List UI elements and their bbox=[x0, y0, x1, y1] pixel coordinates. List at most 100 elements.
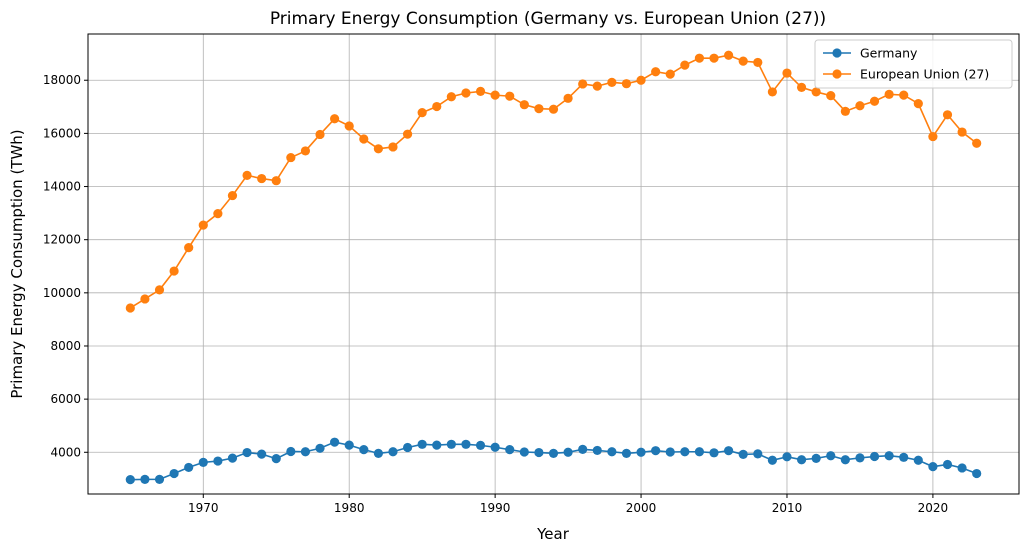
data-point-germany bbox=[724, 446, 734, 456]
data-point-european-union-27 bbox=[957, 127, 967, 137]
data-point-european-union-27 bbox=[709, 53, 719, 63]
grid bbox=[88, 34, 1019, 494]
data-point-european-union-27 bbox=[388, 142, 398, 152]
data-point-germany bbox=[826, 451, 836, 461]
data-point-germany bbox=[636, 447, 646, 457]
data-point-european-union-27 bbox=[753, 57, 763, 68]
legend-box bbox=[814, 39, 1013, 89]
data-point-european-union-27 bbox=[621, 79, 632, 89]
x-axis-label: Year bbox=[536, 525, 570, 543]
data-point-germany bbox=[884, 451, 894, 461]
data-point-germany bbox=[607, 447, 617, 457]
data-point-european-union-27 bbox=[505, 91, 515, 101]
data-point-germany bbox=[869, 451, 880, 462]
x-tick-label: 1970 bbox=[188, 501, 219, 515]
data-point-germany bbox=[344, 440, 354, 450]
data-point-european-union-27 bbox=[344, 121, 354, 131]
data-point-european-union-27 bbox=[680, 60, 690, 70]
data-point-european-union-27 bbox=[972, 138, 982, 148]
data-point-european-union-27 bbox=[154, 285, 165, 295]
data-point-germany bbox=[271, 454, 281, 464]
data-point-germany bbox=[957, 463, 967, 473]
data-point-european-union-27 bbox=[140, 294, 150, 304]
y-tick-label: 12000 bbox=[43, 233, 81, 247]
legend-item-european-union-27: European Union (27) bbox=[823, 67, 989, 82]
data-point-germany bbox=[592, 445, 602, 456]
legend-swatch-marker bbox=[832, 69, 842, 79]
data-point-germany bbox=[446, 439, 456, 449]
data-point-european-union-27 bbox=[300, 146, 311, 156]
data-point-germany bbox=[490, 442, 500, 452]
legend-swatch-marker bbox=[832, 48, 842, 58]
data-point-germany bbox=[257, 449, 267, 459]
y-tick-label: 4000 bbox=[50, 445, 81, 459]
data-point-germany bbox=[198, 457, 208, 467]
series-layer bbox=[125, 50, 982, 485]
data-point-european-union-27 bbox=[330, 114, 340, 124]
x-tick-label: 1980 bbox=[334, 501, 365, 515]
data-point-european-union-27 bbox=[884, 89, 894, 99]
data-point-european-union-27 bbox=[913, 99, 923, 109]
data-point-european-union-27 bbox=[724, 50, 734, 60]
data-point-european-union-27 bbox=[869, 96, 880, 106]
data-point-germany bbox=[286, 446, 296, 457]
data-point-european-union-27 bbox=[665, 69, 675, 79]
data-point-germany bbox=[417, 439, 427, 449]
data-point-germany bbox=[125, 475, 135, 485]
data-point-germany bbox=[184, 462, 194, 473]
data-point-european-union-27 bbox=[782, 68, 792, 78]
data-point-european-union-27 bbox=[607, 77, 617, 87]
data-point-germany bbox=[578, 444, 588, 454]
data-point-germany bbox=[563, 447, 573, 457]
legend: Germany European Union (27) bbox=[814, 39, 1013, 89]
data-point-european-union-27 bbox=[359, 134, 369, 144]
data-point-germany bbox=[782, 452, 792, 462]
y-tick-label: 10000 bbox=[43, 286, 81, 300]
data-point-european-union-27 bbox=[899, 90, 909, 100]
data-point-germany bbox=[811, 453, 821, 463]
data-point-european-union-27 bbox=[592, 81, 602, 91]
data-point-european-union-27 bbox=[694, 53, 705, 63]
data-point-european-union-27 bbox=[942, 110, 953, 120]
legend-label: European Union (27) bbox=[860, 67, 989, 82]
data-point-germany bbox=[388, 447, 398, 457]
series-line-european-union-27 bbox=[129, 54, 978, 309]
data-point-germany bbox=[300, 447, 311, 457]
data-point-germany bbox=[242, 447, 252, 458]
x-tick-label: 2000 bbox=[626, 501, 657, 515]
data-point-germany bbox=[330, 437, 340, 447]
data-point-european-union-27 bbox=[432, 101, 442, 112]
data-point-european-union-27 bbox=[402, 129, 413, 139]
y-tick-label: 6000 bbox=[50, 392, 81, 406]
data-point-germany bbox=[402, 442, 413, 453]
data-point-germany bbox=[505, 445, 515, 455]
data-point-germany bbox=[738, 449, 748, 459]
data-point-germany bbox=[359, 445, 369, 455]
data-point-germany bbox=[796, 455, 807, 465]
data-point-germany bbox=[855, 453, 865, 463]
data-point-european-union-27 bbox=[548, 104, 559, 114]
data-point-european-union-27 bbox=[213, 209, 223, 219]
data-point-european-union-27 bbox=[928, 131, 938, 142]
data-point-european-union-27 bbox=[826, 91, 836, 101]
data-point-germany bbox=[928, 462, 938, 472]
data-point-european-union-27 bbox=[417, 108, 427, 118]
legend-label: Germany bbox=[860, 46, 918, 61]
data-point-european-union-27 bbox=[271, 176, 281, 186]
legend-item-germany: Germany bbox=[823, 46, 918, 61]
x-tick-label: 2020 bbox=[918, 501, 949, 515]
data-point-european-union-27 bbox=[840, 106, 850, 116]
data-point-european-union-27 bbox=[475, 86, 486, 96]
data-point-germany bbox=[913, 455, 923, 465]
y-axis-label: Primary Energy Consumption (TWh) bbox=[8, 129, 26, 398]
data-point-european-union-27 bbox=[563, 93, 573, 103]
data-point-european-union-27 bbox=[315, 129, 325, 140]
data-point-germany bbox=[213, 456, 223, 466]
data-point-european-union-27 bbox=[796, 82, 807, 93]
data-point-european-union-27 bbox=[767, 87, 777, 97]
x-tick-label: 1990 bbox=[480, 501, 511, 515]
data-point-germany bbox=[899, 452, 909, 462]
data-point-european-union-27 bbox=[578, 79, 588, 89]
data-point-germany bbox=[680, 447, 690, 457]
